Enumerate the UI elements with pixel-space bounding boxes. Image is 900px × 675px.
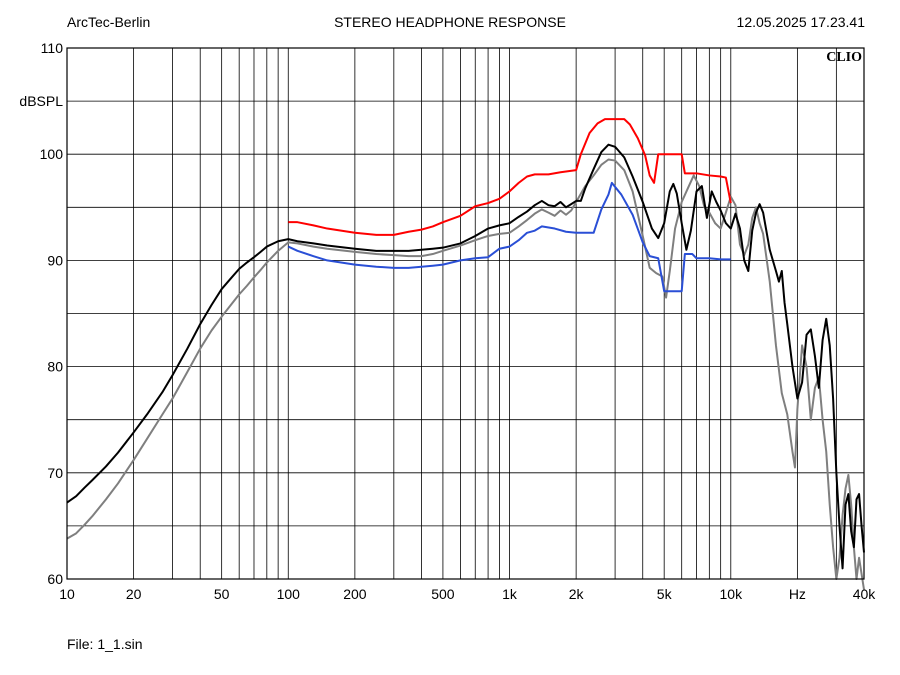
y-tick-label: 70 xyxy=(47,465,63,481)
chart-title: STEREO HEADPHONE RESPONSE xyxy=(334,14,566,30)
x-axis-ticks: 10 20 50 100 200 500 1k 2k 5k 10k Hz 40k xyxy=(59,586,876,602)
x-tick-label: 200 xyxy=(343,586,367,602)
y-tick-label: 90 xyxy=(47,252,63,268)
y-tick-label: 110 xyxy=(41,40,64,56)
x-tick-label: 10k xyxy=(720,586,744,602)
x-tick-label: 50 xyxy=(214,586,230,602)
company-name: ArcTec-Berlin xyxy=(67,14,151,30)
series-line xyxy=(287,181,731,293)
x-tick-label: 40k xyxy=(853,586,877,602)
y-tick-label: 100 xyxy=(40,146,64,162)
x-tick-label: 5k xyxy=(657,586,673,602)
clio-logo: CLIO xyxy=(826,50,862,65)
x-tick-label: 1k xyxy=(502,586,518,602)
file-name: File: 1_1.sin xyxy=(67,636,143,652)
y-axis-label: dBSPL xyxy=(19,93,63,109)
x-tick-label: 500 xyxy=(431,586,455,602)
y-tick-label: 80 xyxy=(47,359,63,375)
grid xyxy=(67,48,864,579)
x-tick-label: 20 xyxy=(126,586,142,602)
x-tick-label: 10 xyxy=(59,586,75,602)
timestamp: 12.05.2025 17.23.41 xyxy=(736,14,865,30)
series-line xyxy=(288,118,732,236)
x-tick-label: Hz xyxy=(789,586,806,602)
x-tick-label: 100 xyxy=(277,586,301,602)
series-line xyxy=(66,143,865,570)
plot-frame xyxy=(66,47,865,580)
series-line xyxy=(66,158,865,590)
x-tick-label: 2k xyxy=(569,586,585,602)
y-axis-ticks: 60 70 80 90 100 110 xyxy=(40,40,64,587)
series-group xyxy=(66,118,865,590)
y-tick-label: 60 xyxy=(47,571,63,587)
